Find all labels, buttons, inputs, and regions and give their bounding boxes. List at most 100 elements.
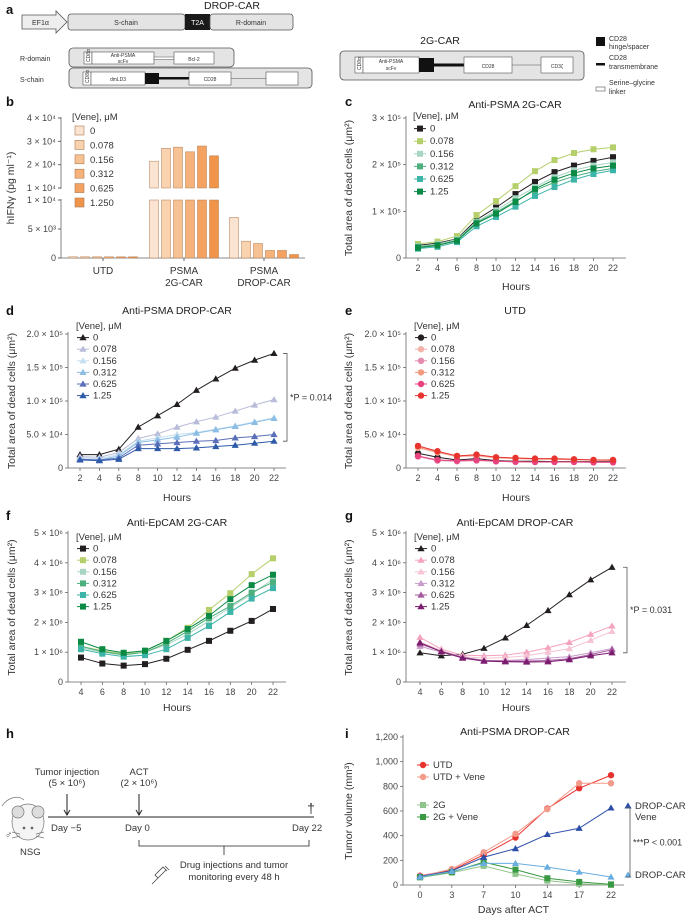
legend-linker-label: Serine–glycine (609, 80, 655, 87)
bar (80, 256, 90, 259)
legend-transmembrane-label: CD28 (609, 55, 627, 62)
y-axis-label: Total area of dead cells (μm²) (6, 333, 18, 469)
x-tick-label: 14 (530, 263, 540, 273)
legend-marker (417, 138, 423, 145)
x-axis-label: Hours (163, 702, 191, 714)
legend-label: 1.25 (430, 187, 449, 198)
legend-marker (417, 591, 425, 598)
data-point (590, 456, 597, 464)
y-tick-label: 4 × 10⁶ (34, 558, 63, 568)
legend-hinge-icon (596, 37, 605, 46)
data-point (544, 644, 552, 651)
y-tick-label: 2 × 10⁵ (372, 160, 401, 170)
significance-bracket (283, 353, 288, 442)
series-end-label: DROP-CAR (635, 870, 685, 881)
x-tick-label: 20 (250, 473, 260, 483)
legend-label: 1.250 (90, 198, 114, 209)
legend-title: [Vene], μM (413, 111, 459, 122)
data-point (590, 165, 597, 172)
data-point (544, 658, 552, 665)
data-point (532, 168, 538, 175)
data-point (608, 627, 616, 634)
data-point (154, 430, 162, 437)
legend-label: 0.312 (90, 169, 114, 180)
series-DROP-CAR: DROP-CAR (416, 859, 685, 881)
legend-label: 0.625 (90, 184, 114, 195)
data-point (492, 454, 500, 461)
data-point (610, 162, 616, 169)
linker-icon (153, 56, 175, 60)
series-line (80, 574, 274, 654)
data-point (551, 176, 558, 183)
significance-bracket (623, 566, 628, 654)
x-tick-label: 12 (510, 473, 520, 483)
data-point (531, 455, 539, 462)
legend-marker (417, 176, 423, 182)
category-label: PSMA (250, 266, 279, 277)
x-tick-label: 0 (417, 890, 422, 900)
y-tick-label: 1,200 (375, 732, 398, 742)
experiment-timeline: ♂ NSG Tumor injection (5 × 10⁶) ACT (2 ×… (1, 767, 322, 885)
data-point (544, 875, 551, 882)
data-point (607, 772, 615, 779)
x-tick-label: 20 (588, 473, 598, 483)
chart-title: Anti-EpCAM 2G-CAR (127, 517, 228, 529)
y-tick-label: 200 (383, 855, 398, 865)
data-point (575, 784, 583, 792)
series-0-625: 0.625 (414, 167, 616, 252)
x-tick-label: 4 (435, 473, 440, 483)
legend-marker (417, 357, 425, 364)
dagger-icon: † (307, 800, 315, 816)
act-label: ACT (130, 767, 149, 778)
legend-hinge-label: CD28 (609, 36, 627, 43)
data-point (192, 429, 200, 436)
data-point (610, 144, 616, 151)
series-1-25: 1.25 (76, 391, 278, 464)
y-tick-label: 0 (396, 463, 401, 473)
x-tick-label: 22 (606, 890, 616, 900)
series-end-label: DROP-CAR + (635, 801, 685, 812)
chart-panel-i: 0 200 400 600 800 1,000 1,200 0 3 7 10 14 17 22 Anti-P… (343, 726, 685, 916)
data-point (453, 457, 461, 464)
data-point (414, 442, 422, 450)
y-tick-label: 1 × 10⁶ (372, 647, 401, 657)
series-line (80, 608, 274, 667)
data-point (587, 636, 595, 643)
construct-diagram: DROP-CAR EF1α S-chain T2A R-domain R-dom… (20, 0, 658, 96)
data-point (493, 198, 499, 205)
x-axis-label: Hours (502, 281, 530, 293)
x-tick-label: 4 (417, 687, 422, 697)
data-point (523, 652, 531, 659)
y-tick-label: 1 × 10⁵ (372, 206, 401, 216)
x-tick-label: 8 (136, 473, 141, 483)
data-point (163, 655, 170, 662)
act-dose-label: (2 × 10⁶) (121, 778, 158, 789)
legend-swatch (74, 168, 85, 179)
data-point (434, 456, 441, 464)
cd3z-label: CD3ζ (551, 64, 564, 70)
legend-label: 1.25 (431, 391, 450, 402)
scfv-label: scFv (386, 66, 397, 72)
bar (116, 256, 126, 259)
data-point (212, 436, 220, 444)
data-point (231, 434, 239, 441)
data-point (154, 440, 162, 447)
x-tick-label: 14 (542, 890, 552, 900)
legend-label: 0.156 (430, 149, 454, 160)
bar (289, 254, 299, 259)
x-tick-label: 6 (116, 473, 121, 483)
legend-label: 0 (431, 544, 436, 555)
data-point (437, 648, 445, 655)
cd28-transmembrane-block (434, 63, 464, 67)
data-point (480, 859, 488, 867)
bar (197, 199, 207, 259)
data-point (248, 589, 255, 596)
legend-marker (417, 163, 423, 170)
data-point (184, 634, 191, 641)
data-point (610, 154, 616, 161)
data-point (480, 657, 488, 664)
data-point (608, 649, 616, 656)
legend-label: 0.312 (430, 161, 454, 172)
data-point (120, 662, 127, 669)
